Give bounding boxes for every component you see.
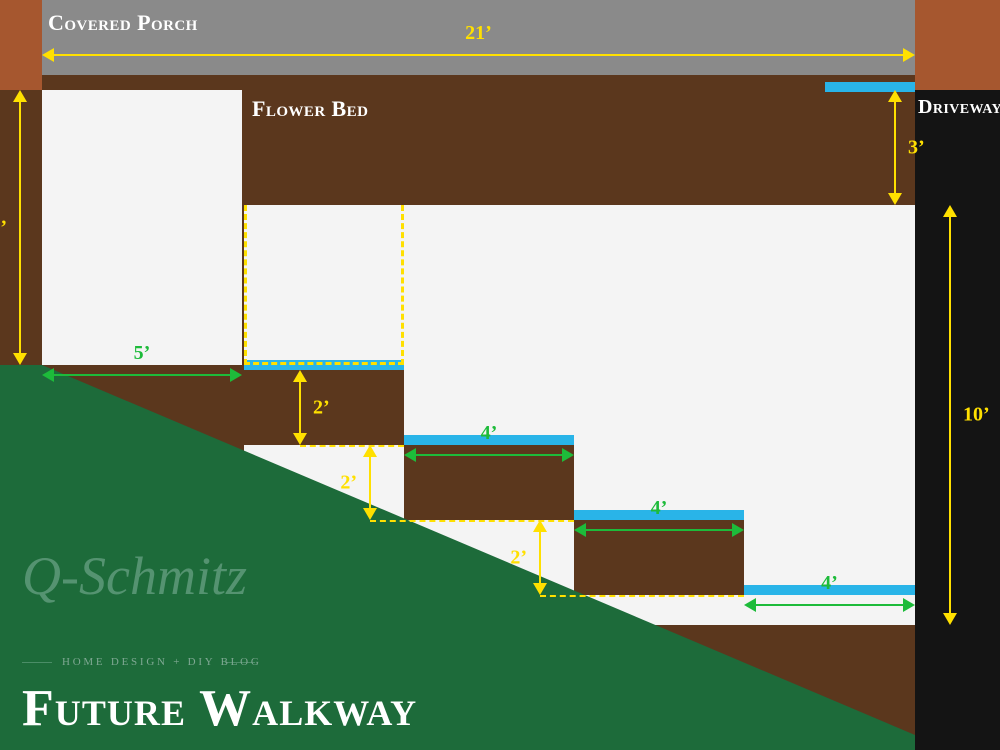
diagram-title: Future Walkway (22, 679, 417, 738)
signature: Q-Schmitz (22, 545, 247, 607)
driveway-label: Driveway (918, 96, 1000, 119)
flower-bed-label: Flower Bed (252, 96, 368, 122)
step-riser-2 (574, 520, 744, 595)
blue-step-1 (404, 435, 574, 445)
brick-right (915, 0, 1000, 90)
step-riser-1 (404, 445, 574, 520)
subtitle: HOME DESIGN + DIY BLOG (62, 656, 262, 668)
grid-left (42, 90, 242, 365)
blue-marker-top (825, 82, 915, 92)
dashed-extension (244, 205, 404, 365)
step-riser-0 (244, 370, 404, 445)
covered-porch-label: Covered Porch (48, 10, 198, 36)
walkway-diagram: Covered Porch Flower Bed Driveway Future Wa… (0, 0, 1000, 750)
dashed-extension-right (401, 205, 404, 365)
blue-step-3 (744, 585, 915, 595)
brick-left (0, 0, 42, 90)
blue-step-2 (574, 510, 744, 520)
driveway (915, 90, 1000, 750)
